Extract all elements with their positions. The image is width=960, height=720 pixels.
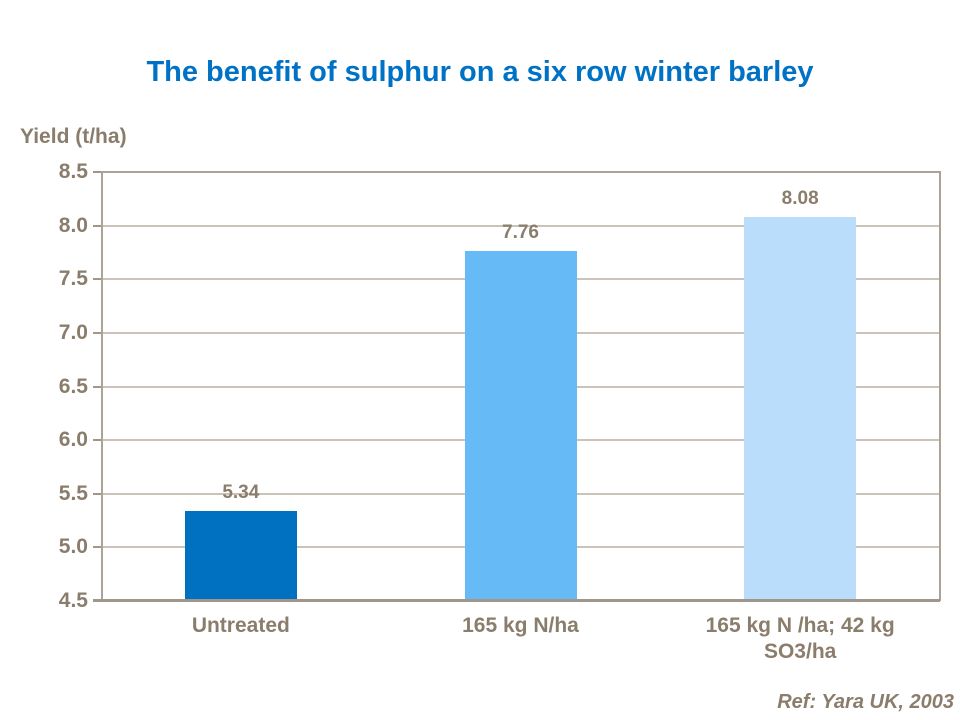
bar-value-label: 8.08 (781, 188, 819, 210)
x-axis-baseline (93, 599, 940, 602)
x-category-label: 165 kg N /ha; 42 kg SO3/ha (705, 614, 895, 663)
y-tick-label: 7.5 (58, 267, 88, 291)
y-tick-label: 7.0 (58, 320, 88, 344)
gridline (101, 224, 940, 227)
y-tick-label: 5.5 (58, 481, 88, 505)
bar-value-label: 5.34 (222, 481, 260, 503)
y-axis-tick (93, 331, 101, 334)
y-axis-tick (93, 492, 101, 495)
y-axis-line (101, 171, 103, 601)
y-axis-tick (93, 171, 101, 173)
bar-value-label: 7.76 (502, 222, 539, 244)
y-tick-label: 8.0 (58, 213, 88, 237)
y-axis-tick (93, 546, 101, 549)
y-tick-label: 6.0 (58, 428, 88, 452)
reference-note: Ref: Yara UK, 2003 (777, 691, 954, 713)
y-axis-title: Yield (t/ha) (20, 125, 127, 148)
chart-title: The benefit of sulphur on a six row wint… (146, 56, 814, 88)
y-tick-label: 5.0 (58, 535, 88, 559)
y-axis-tick (93, 278, 101, 281)
bar-0 (184, 510, 297, 599)
y-tick-label: 6.5 (58, 374, 88, 398)
plot-border-top (101, 171, 941, 173)
x-category-label: 165 kg N/ha (462, 614, 579, 637)
y-axis-tick (93, 224, 101, 227)
y-tick-label: 8.5 (58, 160, 88, 183)
bar-1 (464, 251, 577, 599)
plot-border-right (939, 171, 941, 601)
x-category-label: Untreated (191, 614, 290, 637)
y-tick-label: 4.5 (58, 589, 88, 612)
y-axis-tick (93, 439, 101, 442)
bar-2 (744, 217, 857, 599)
y-axis-tick (93, 385, 101, 388)
